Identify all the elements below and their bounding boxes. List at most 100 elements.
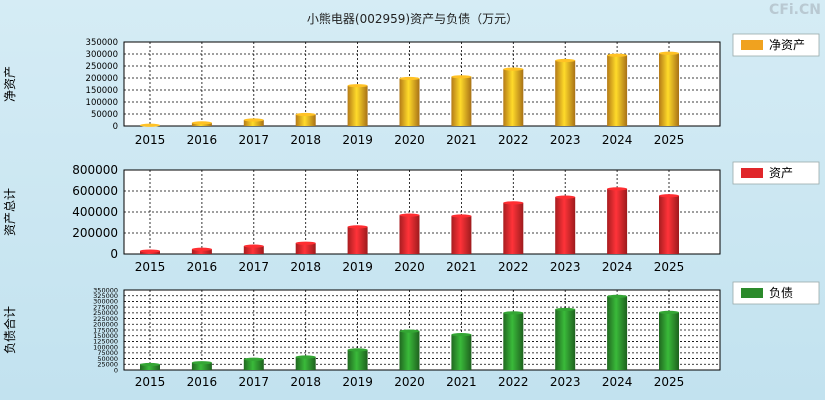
bar-top [503, 67, 524, 71]
y-tick-label: 300000 [93, 298, 118, 306]
y-tick-label: 150000 [86, 86, 118, 96]
x-tick-label: 2020 [394, 133, 425, 147]
bar-top [140, 123, 160, 127]
x-tick-label: 2024 [602, 375, 633, 389]
bar-top [243, 244, 264, 248]
x-tick-label: 2021 [446, 133, 477, 147]
legend-box [732, 281, 820, 305]
y-tick-label: 275000 [93, 303, 118, 311]
y-tick-label: 225000 [93, 315, 118, 323]
bar [399, 215, 420, 254]
y-tick-label: 350000 [86, 38, 118, 48]
bar [607, 188, 628, 254]
bar [347, 349, 368, 370]
y-tick-label: 350000 [93, 286, 118, 294]
y-tick-label: 25000 [97, 361, 118, 369]
x-tick-label: 2015 [135, 260, 166, 274]
bar-top [503, 311, 524, 315]
legend-label: 负债 [769, 286, 793, 300]
bar [555, 197, 576, 254]
chart-title: 小熊电器(002959)资产与负债（万元） [306, 12, 519, 26]
bar-top [399, 76, 420, 81]
bar-top [243, 118, 264, 122]
y-tick-label: 150000 [93, 332, 118, 340]
x-tick-label: 2025 [654, 133, 685, 147]
x-tick-label: 2017 [239, 260, 270, 274]
x-tick-label: 2025 [654, 260, 685, 274]
x-tick-label: 2020 [394, 375, 425, 389]
bar-top [659, 310, 679, 314]
x-tick-label: 2024 [602, 133, 633, 147]
y-tick-label: 50000 [91, 110, 118, 120]
bar [607, 296, 628, 370]
x-tick-label: 2023 [550, 133, 581, 147]
y-tick-label: 300000 [86, 50, 118, 60]
bar-top [451, 75, 472, 79]
bar [399, 331, 420, 370]
y-tick-label: 100000 [86, 98, 118, 108]
y-tick-label: 125000 [93, 338, 118, 346]
x-tick-label: 2022 [498, 375, 529, 389]
x-tick-label: 2016 [187, 260, 218, 274]
x-tick-label: 2019 [342, 260, 373, 274]
plot-area [123, 41, 721, 127]
bar-top [295, 355, 316, 359]
y-tick-label: 250000 [86, 62, 118, 72]
bar-top [347, 225, 368, 229]
bar-top [295, 241, 316, 245]
x-tick-label: 2021 [446, 375, 477, 389]
bar [243, 246, 264, 254]
x-tick-label: 2017 [239, 375, 270, 389]
x-tick-label: 2015 [135, 375, 166, 389]
bar [399, 78, 420, 126]
bar [503, 202, 524, 254]
y-axis-label: 负债合计 [2, 306, 17, 354]
y-tick-label: 75000 [97, 349, 118, 357]
y-tick-label: 100000 [93, 343, 118, 351]
bar [243, 120, 264, 126]
bar-top [140, 362, 160, 367]
bar [191, 362, 212, 370]
bar [503, 69, 524, 126]
legend-swatch [741, 288, 763, 298]
y-tick-label: 175000 [93, 326, 118, 334]
bar [295, 243, 316, 254]
x-tick-label: 2019 [342, 133, 373, 147]
bar [347, 85, 368, 126]
x-tick-label: 2022 [498, 133, 529, 147]
bar [347, 226, 368, 254]
bar-top [191, 247, 212, 251]
legend-label: 资产 [769, 166, 793, 180]
bar [243, 359, 264, 370]
bar-top [555, 307, 576, 312]
x-tick-label: 2016 [187, 375, 218, 389]
y-tick-label: 200000 [93, 321, 118, 329]
panel-liabilities: 0250005000075000100000125000150000175000… [2, 281, 820, 389]
bar-top [659, 194, 679, 198]
x-tick-label: 2018 [290, 260, 321, 274]
y-tick-label: 800000 [72, 163, 118, 177]
bar [503, 312, 524, 370]
legend-swatch [741, 168, 763, 178]
bar [555, 60, 576, 127]
bar [659, 312, 679, 370]
y-tick-label: 600000 [72, 184, 118, 198]
legend-box [732, 33, 820, 57]
y-tick-label: 400000 [72, 205, 118, 219]
x-tick-label: 2022 [498, 260, 529, 274]
x-tick-label: 2018 [290, 375, 321, 389]
bar-top [451, 332, 472, 337]
bar-top [140, 249, 160, 253]
bar [140, 364, 160, 370]
bar-top [295, 112, 316, 117]
bar [295, 114, 316, 126]
bar [451, 215, 472, 254]
x-tick-label: 2019 [342, 375, 373, 389]
bar-top [607, 187, 628, 191]
legend-swatch [741, 40, 763, 50]
x-tick-label: 2023 [550, 375, 581, 389]
y-tick-label: 0 [113, 122, 118, 132]
bar [607, 55, 628, 127]
bar-top [555, 195, 576, 199]
